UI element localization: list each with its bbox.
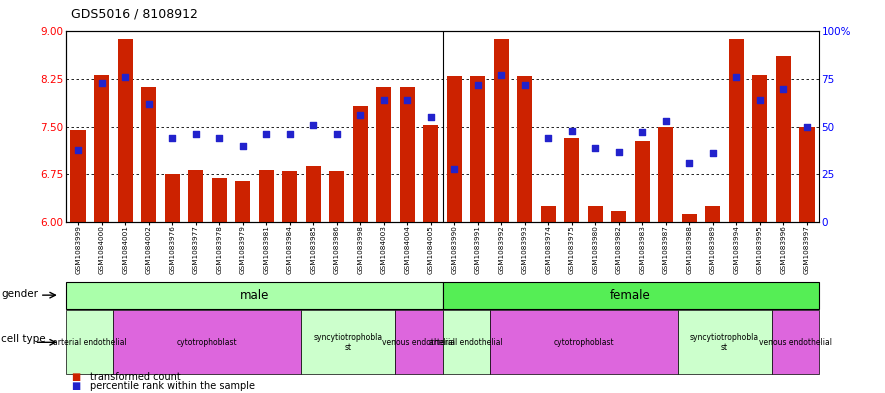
Text: ■: ■ bbox=[71, 381, 80, 391]
Text: venous endothelial: venous endothelial bbox=[382, 338, 456, 347]
Text: male: male bbox=[240, 288, 269, 302]
Point bbox=[212, 135, 227, 141]
Bar bbox=[564, 138, 580, 222]
Bar bbox=[541, 206, 556, 222]
Bar bbox=[235, 181, 250, 222]
Bar bbox=[396, 310, 442, 374]
Bar bbox=[423, 125, 438, 222]
Bar bbox=[681, 215, 697, 222]
Bar bbox=[517, 76, 533, 222]
Point bbox=[705, 150, 720, 156]
Bar bbox=[329, 171, 344, 222]
Bar bbox=[305, 166, 321, 222]
Bar bbox=[588, 206, 603, 222]
Bar bbox=[66, 310, 113, 374]
Point bbox=[353, 112, 367, 118]
Bar bbox=[141, 87, 157, 222]
Bar bbox=[94, 75, 109, 222]
Point bbox=[71, 147, 85, 153]
Bar bbox=[776, 55, 791, 222]
Text: ■: ■ bbox=[71, 372, 80, 382]
Text: cytotrophoblast: cytotrophoblast bbox=[553, 338, 614, 347]
Point bbox=[635, 129, 650, 136]
Bar bbox=[302, 310, 396, 374]
Point bbox=[729, 74, 743, 80]
Bar bbox=[494, 39, 509, 222]
Text: arterial endothelial: arterial endothelial bbox=[429, 338, 503, 347]
Bar bbox=[658, 127, 673, 222]
Bar bbox=[772, 310, 819, 374]
Point bbox=[400, 97, 414, 103]
Bar bbox=[612, 211, 627, 222]
Text: transformed count: transformed count bbox=[90, 372, 181, 382]
Point bbox=[682, 160, 696, 166]
Bar bbox=[752, 75, 767, 222]
Text: arterial endothelial: arterial endothelial bbox=[53, 338, 127, 347]
Text: cytotrophoblast: cytotrophoblast bbox=[177, 338, 238, 347]
Bar bbox=[352, 107, 368, 222]
Point bbox=[189, 131, 203, 138]
Point bbox=[612, 149, 626, 155]
Text: GDS5016 / 8108912: GDS5016 / 8108912 bbox=[71, 8, 197, 21]
Bar bbox=[442, 310, 489, 374]
Point bbox=[377, 97, 391, 103]
Point bbox=[800, 123, 814, 130]
Point bbox=[142, 101, 156, 107]
Point bbox=[542, 135, 556, 141]
Bar bbox=[678, 310, 772, 374]
Point bbox=[306, 122, 320, 128]
Text: syncytiotrophobla
st: syncytiotrophobla st bbox=[314, 332, 383, 352]
Bar bbox=[258, 170, 273, 222]
Bar bbox=[799, 127, 814, 222]
Point bbox=[658, 118, 673, 124]
Bar bbox=[470, 76, 485, 222]
Point bbox=[776, 85, 790, 92]
Point bbox=[95, 80, 109, 86]
Bar bbox=[376, 87, 391, 222]
Point bbox=[589, 145, 603, 151]
Bar bbox=[728, 39, 744, 222]
Text: gender: gender bbox=[2, 289, 38, 299]
Text: percentile rank within the sample: percentile rank within the sample bbox=[90, 381, 255, 391]
Bar bbox=[66, 282, 442, 309]
Point bbox=[494, 72, 508, 79]
Point bbox=[329, 131, 343, 138]
Bar bbox=[118, 39, 133, 222]
Point bbox=[518, 82, 532, 88]
Bar bbox=[705, 206, 720, 222]
Point bbox=[118, 74, 132, 80]
Point bbox=[424, 114, 438, 120]
Bar bbox=[489, 310, 678, 374]
Bar bbox=[442, 282, 819, 309]
Text: syncytiotrophobla
st: syncytiotrophobla st bbox=[690, 332, 759, 352]
Point bbox=[471, 82, 485, 88]
Bar bbox=[188, 170, 204, 222]
Point bbox=[753, 97, 767, 103]
Bar bbox=[635, 141, 650, 222]
Point bbox=[565, 127, 579, 134]
Bar bbox=[212, 178, 227, 222]
Point bbox=[282, 131, 296, 138]
Text: venous endothelial: venous endothelial bbox=[758, 338, 832, 347]
Bar bbox=[447, 76, 462, 222]
Point bbox=[259, 131, 273, 138]
Text: cell type: cell type bbox=[2, 334, 46, 344]
Bar bbox=[71, 130, 86, 222]
Bar bbox=[282, 171, 297, 222]
Point bbox=[447, 165, 461, 172]
Point bbox=[235, 143, 250, 149]
Bar bbox=[165, 174, 180, 222]
Bar bbox=[113, 310, 302, 374]
Bar bbox=[400, 87, 415, 222]
Text: female: female bbox=[610, 288, 651, 302]
Point bbox=[165, 135, 180, 141]
